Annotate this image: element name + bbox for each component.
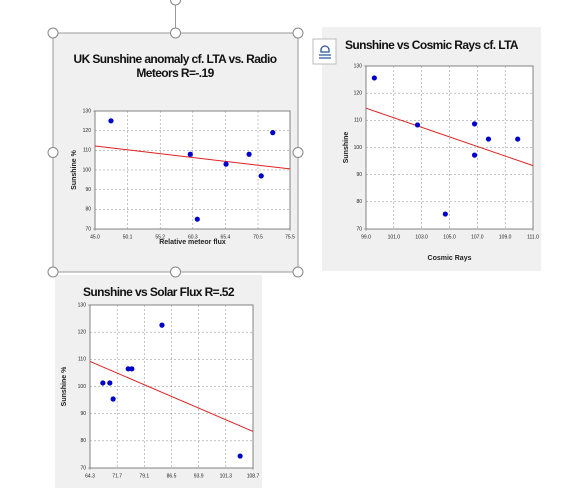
data-point <box>270 130 276 136</box>
y-tick-label: 90 <box>356 172 362 178</box>
x-tick-label: 71.7 <box>112 473 122 479</box>
y-tick-label: 70 <box>80 465 86 471</box>
y-tick-label: 90 <box>85 187 91 193</box>
x-tick-label: 108.7 <box>247 473 260 479</box>
y-tick-label: 90 <box>80 411 86 417</box>
x-tick-label: 99.0 <box>361 234 371 240</box>
y-tick-label: 70 <box>85 226 91 232</box>
x-tick-label: 107.0 <box>471 234 484 240</box>
data-point <box>471 152 478 158</box>
trendline <box>89 360 254 432</box>
x-tick-label: 109.0 <box>499 234 512 240</box>
x-tick-label: 101.0 <box>388 234 401 240</box>
chart: Sunshine vs Cosmic Rays cf. LTA 99.0 101.0… <box>343 38 539 262</box>
data-point <box>485 136 492 142</box>
data-point <box>515 136 521 142</box>
x-tick-label: 105.0 <box>443 234 456 240</box>
data-point <box>442 211 448 217</box>
data-point <box>414 122 421 128</box>
layout-options-button[interactable] <box>312 38 337 65</box>
data-point <box>107 380 113 386</box>
y-tick-label: 120 <box>354 90 363 96</box>
y-tick-label: 100 <box>354 145 363 151</box>
data-point <box>129 366 135 372</box>
y-axis-label: Sunshine <box>343 132 350 164</box>
trendline <box>94 145 291 170</box>
y-tick-label: 120 <box>78 329 87 335</box>
y-tick-label: 130 <box>354 63 363 69</box>
title-box: Sunshine vs Cosmic Rays cf. LTA <box>344 38 519 52</box>
data-point <box>471 121 478 127</box>
trendline <box>365 107 534 167</box>
chart: Sunshine vs Solar Flux R=.52 64.3 71.7 79.1… <box>61 285 260 479</box>
data-point <box>125 366 131 372</box>
data-point <box>371 75 377 81</box>
x-tick-label: 86.5 <box>167 473 177 479</box>
data-point <box>223 161 229 167</box>
y-axis-label: Sunshine % <box>61 366 68 406</box>
data-point <box>110 396 116 402</box>
x-tick-label: 103.0 <box>415 234 428 240</box>
y-tick-label: 80 <box>85 207 91 213</box>
data-point <box>258 173 264 179</box>
chart: UK Sunshine anomaly cf. LTA vs. Radio Me… <box>71 52 295 246</box>
x-tick-label: 79.1 <box>139 473 149 479</box>
x-axis-label: Relative meteor flux <box>159 239 226 246</box>
data-point <box>159 322 165 328</box>
title-box: UK Sunshine anomaly cf. LTA vs. Radio Me… <box>73 52 278 80</box>
data-point <box>237 453 243 459</box>
x-tick-label: 70.5 <box>253 234 263 240</box>
x-tick-label: 64.3 <box>85 473 95 479</box>
y-tick-label: 110 <box>83 148 91 154</box>
data-point <box>108 118 114 124</box>
data-point <box>100 380 106 386</box>
data-point <box>187 151 193 157</box>
y-axis-label: Sunshine % <box>71 149 78 189</box>
chart-title: UK Sunshine anomaly cf. LTA vs. Radio Me… <box>73 52 278 80</box>
x-tick-label: 45.0 <box>90 234 100 240</box>
x-tick-label: 111.0 <box>527 234 539 240</box>
x-tick-label: 60.3 <box>188 234 198 240</box>
y-tick-label: 110 <box>78 357 86 363</box>
y-tick-label: 100 <box>83 167 92 173</box>
x-tick-label: 50.1 <box>123 234 133 240</box>
y-tick-label: 80 <box>80 438 86 444</box>
y-tick-label: 110 <box>354 118 362 124</box>
y-tick-label: 100 <box>78 384 87 390</box>
data-point <box>194 216 200 222</box>
x-tick-label: 55.2 <box>155 234 165 240</box>
x-tick-label: 75.5 <box>285 234 295 240</box>
selection-frame[interactable] <box>47 0 304 278</box>
y-tick-label: 130 <box>83 108 92 114</box>
title-box: Sunshine vs Solar Flux R=.52 <box>83 285 235 299</box>
x-tick-label: 93.9 <box>194 473 204 479</box>
x-axis-label: Cosmic Rays <box>428 255 472 262</box>
y-tick-label: 120 <box>83 128 92 134</box>
y-tick-label: 130 <box>78 302 87 308</box>
x-tick-label: 101.3 <box>220 473 233 479</box>
y-tick-label: 80 <box>356 199 362 205</box>
x-tick-label: 65.4 <box>221 234 231 240</box>
chart-title: Sunshine vs Solar Flux R=.52 <box>83 285 235 299</box>
y-tick-label: 70 <box>356 226 362 232</box>
chart-title: Sunshine vs Cosmic Rays cf. LTA <box>344 38 519 52</box>
data-point <box>246 151 252 157</box>
